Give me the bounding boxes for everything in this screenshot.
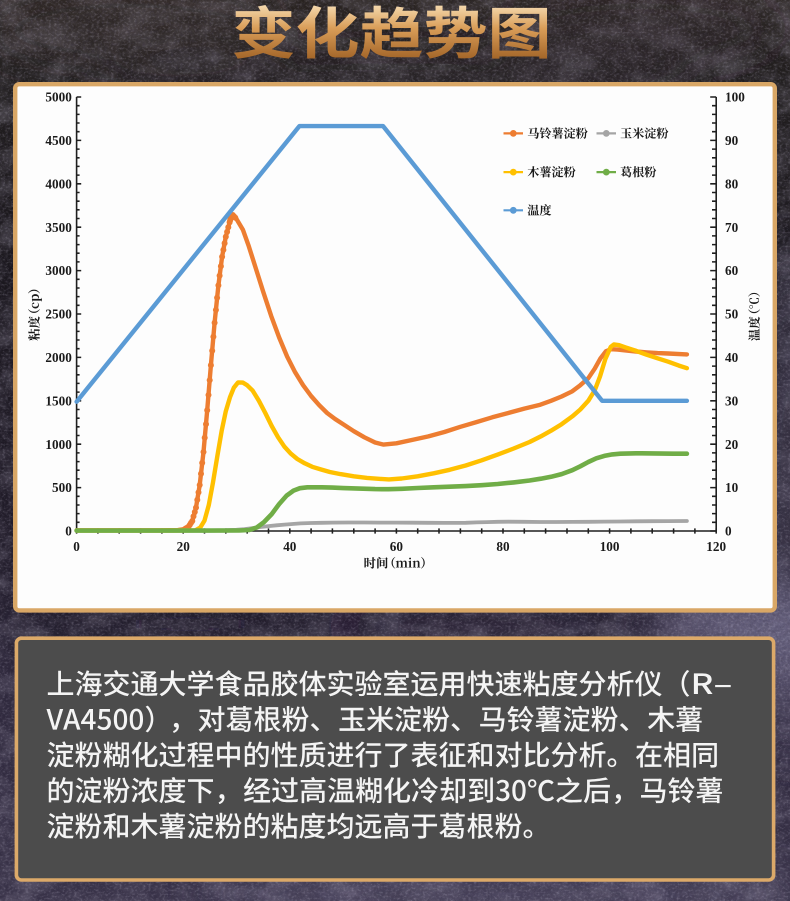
svg-text:60: 60 xyxy=(390,539,404,554)
svg-text:0: 0 xyxy=(73,539,80,554)
svg-text:50: 50 xyxy=(725,307,739,322)
svg-text:1000: 1000 xyxy=(45,437,72,452)
svg-text:1500: 1500 xyxy=(45,393,72,408)
svg-text:4000: 4000 xyxy=(45,176,72,191)
svg-text:5000: 5000 xyxy=(45,90,72,105)
svg-text:60: 60 xyxy=(725,263,739,278)
svg-text:0: 0 xyxy=(725,524,732,539)
svg-text:500: 500 xyxy=(52,480,72,495)
svg-text:3500: 3500 xyxy=(45,220,72,235)
svg-text:20: 20 xyxy=(725,437,739,452)
svg-text:40: 40 xyxy=(725,350,739,365)
svg-text:120: 120 xyxy=(706,539,726,554)
svg-text:90: 90 xyxy=(725,133,739,148)
svg-text:100: 100 xyxy=(725,90,745,105)
svg-text:10: 10 xyxy=(725,480,739,495)
svg-text:3000: 3000 xyxy=(45,263,72,278)
svg-text:0: 0 xyxy=(65,524,72,539)
svg-text:30: 30 xyxy=(725,393,739,408)
svg-text:20: 20 xyxy=(177,539,191,554)
svg-text:80: 80 xyxy=(725,176,739,191)
svg-text:70: 70 xyxy=(725,220,739,235)
svg-text:40: 40 xyxy=(283,539,297,554)
svg-text:100: 100 xyxy=(600,539,620,554)
svg-text:4500: 4500 xyxy=(45,133,72,148)
svg-text:2000: 2000 xyxy=(45,350,72,365)
svg-text:80: 80 xyxy=(496,539,510,554)
svg-text:2500: 2500 xyxy=(45,307,72,322)
